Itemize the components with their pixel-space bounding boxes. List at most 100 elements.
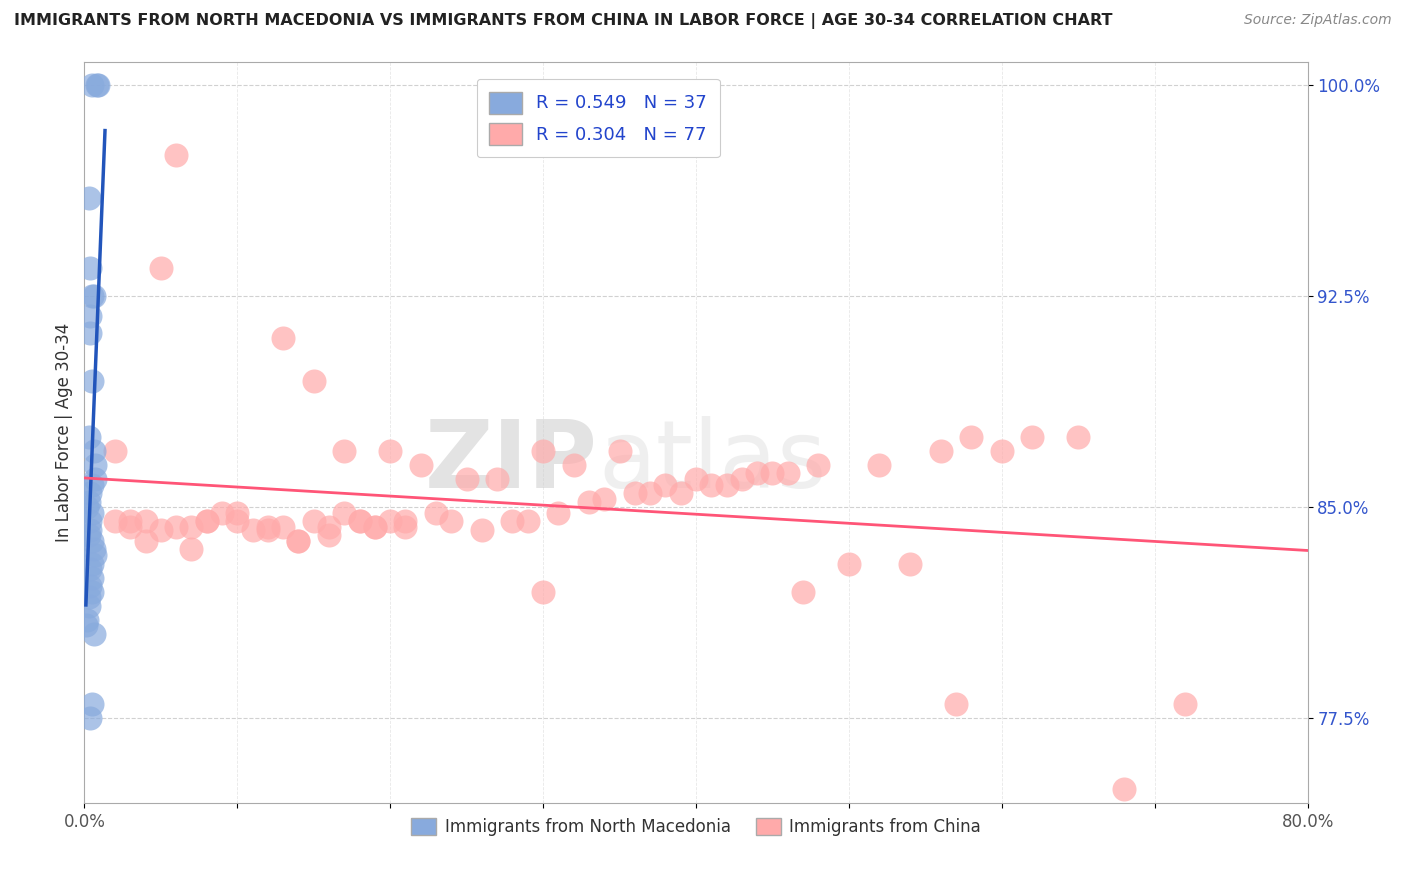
Text: Source: ZipAtlas.com: Source: ZipAtlas.com [1244,13,1392,28]
Point [120,520,142,534]
Legend: Immigrants from North Macedonia, Immigrants from China: Immigrants from North Macedonia, Immigra… [405,811,987,843]
Point [257,520,280,534]
Point [77,599,100,613]
Text: atlas: atlas [598,417,827,508]
Point [869,458,891,472]
Point [945,698,967,712]
Point [333,506,356,520]
Point [380,514,402,528]
Point [84,458,107,472]
Point [149,260,172,275]
Point [502,514,524,528]
Point [135,514,157,528]
Point [120,514,142,528]
Point [104,444,127,458]
Point [731,472,754,486]
Point [593,491,616,506]
Point [226,506,249,520]
Point [80,78,103,92]
Point [195,514,218,528]
Point [394,520,416,534]
Point [700,477,723,491]
Point [991,444,1014,458]
Point [79,486,101,500]
Point [79,309,101,323]
Point [226,514,249,528]
Point [76,613,98,627]
Point [83,627,105,641]
Point [79,579,101,593]
Point [149,523,172,537]
Point [77,528,100,542]
Point [1021,430,1043,444]
Point [83,289,105,303]
Point [242,523,264,537]
Point [409,458,432,472]
Point [302,374,325,388]
Point [394,514,416,528]
Point [654,477,676,491]
Point [1174,698,1197,712]
Point [486,472,509,486]
Point [80,477,103,491]
Point [180,520,202,534]
Point [79,562,101,576]
Y-axis label: In Labor Force | Age 30-34: In Labor Force | Age 30-34 [55,323,73,542]
Point [302,514,325,528]
Point [211,506,233,520]
Point [547,506,569,520]
Point [685,472,707,486]
Point [86,78,108,92]
Point [84,548,107,562]
Point [83,444,105,458]
Point [287,534,309,549]
Point [609,444,631,458]
Point [165,148,187,162]
Point [531,584,554,599]
Point [87,78,110,92]
Point [578,494,600,508]
Point [271,520,294,534]
Point [77,494,100,508]
Text: IMMIGRANTS FROM NORTH MACEDONIA VS IMMIGRANTS FROM CHINA IN LABOR FORCE | AGE 30: IMMIGRANTS FROM NORTH MACEDONIA VS IMMIG… [14,13,1112,29]
Point [364,520,387,534]
Point [960,430,983,444]
Point [84,472,107,486]
Point [83,542,105,557]
Point [80,571,103,585]
Point [77,430,100,444]
Point [669,486,692,500]
Point [165,520,187,534]
Point [624,486,647,500]
Point [716,477,738,491]
Point [898,557,921,571]
Point [929,444,952,458]
Point [380,444,402,458]
Point [79,260,101,275]
Point [79,326,101,340]
Point [80,374,103,388]
Point [79,711,101,725]
Point [562,458,585,472]
Point [349,514,371,528]
Point [80,289,103,303]
Point [80,584,103,599]
Text: ZIP: ZIP [425,417,598,508]
Point [364,520,387,534]
Point [638,486,661,500]
Point [747,467,769,481]
Point [807,458,830,472]
Point [425,506,447,520]
Point [80,557,103,571]
Point [271,331,294,345]
Point [77,190,100,204]
Point [838,557,860,571]
Point [79,523,101,537]
Point [1114,781,1136,796]
Point [349,514,371,528]
Point [104,514,127,528]
Point [531,444,554,458]
Point [79,514,101,528]
Point [318,520,340,534]
Point [333,444,356,458]
